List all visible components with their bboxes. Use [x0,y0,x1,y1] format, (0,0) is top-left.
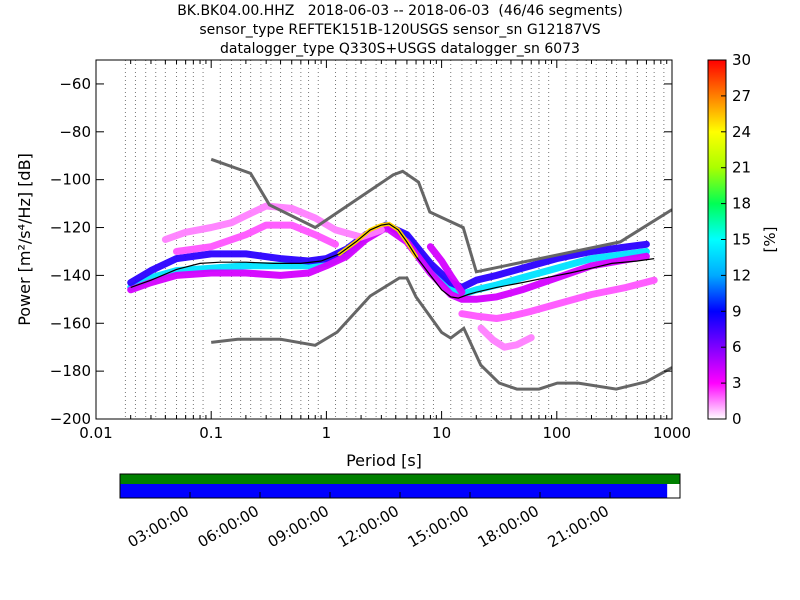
y-axis-label: Power [m²/s⁴/Hz] [dB] [15,153,34,326]
colorbar-tick-label: 18 [732,195,751,213]
colorbar-tick-label: 27 [732,87,751,105]
colorbar-label: [%] [761,227,779,253]
y-tick-label: −140 [50,266,91,284]
colorbar-tick-label: 21 [732,159,751,177]
colorbar-tick-label: 3 [732,374,742,392]
density-band [127,224,650,303]
timeline-tick-label: 09:00:00 [265,502,332,551]
coverage-timeline: 03:00:00 06:00:00 09:00:00 12:00:00 15:00:00… [119,473,681,551]
colorbar-tick-label: 24 [732,123,751,141]
timeline-bar [120,474,680,484]
x-tick-label: 0.1 [199,424,223,442]
x-tick-label: 10 [432,424,451,442]
title-line-3: datalogger_type Q330S+USGS datalogger_sn… [220,41,580,57]
timeline-tick-label: 21:00:00 [545,502,612,551]
x-axis-label: Period [s] [346,451,422,470]
nlnm-line [211,276,672,391]
density-band [477,324,535,351]
timeline-tick-label: 06:00:00 [195,502,262,551]
colorbar-tick-label: 6 [732,338,742,356]
timeline-tick-label: 12:00:00 [335,502,402,551]
y-tick-label: −180 [50,362,91,380]
x-tick-label: 1000 [653,424,691,442]
mode-curve [130,223,655,299]
y-tick-label: −100 [50,171,91,189]
density-band [426,243,466,296]
nhnm-line [210,157,672,274]
y-tick-label: −60 [59,75,91,93]
timeline-tick-label: 03:00:00 [125,502,192,551]
x-tick-label: 1 [322,424,332,442]
noise-models [210,157,672,391]
density-band [127,221,650,291]
colorbar-tick-label: 15 [732,231,751,249]
density-band [173,221,339,255]
density-band [161,202,385,243]
y-tick-label: −120 [50,219,91,237]
title-line-1: BK.BK04.00.HHZ 2018-06-03 -- 2018-06-03 … [177,3,623,19]
colorbar-tick-label: 9 [732,302,742,320]
psd-density [127,202,658,351]
timeline-tick-label: 18:00:00 [475,502,542,551]
density-band [458,276,658,322]
chart-title: BK.BK04.00.HHZ 2018-06-03 -- 2018-06-03 … [0,2,800,59]
x-tick-label: 100 [542,424,571,442]
y-tick-label: −200 [50,410,91,428]
mode-line [130,223,655,299]
colorbar-tick-label: 12 [732,266,751,284]
period-grid [124,60,665,419]
plot-frame [95,59,673,420]
y-tick-label: −80 [59,123,91,141]
colorbar: 0 3 6 9 12 15 18 21 24 27 30 [%] [707,51,779,428]
title-line-2: sensor_type REFTEK151B-120USGS sensor_sn… [199,22,601,38]
y-tick-label: −160 [50,314,91,332]
timeline-tick-label: 15:00:00 [405,502,472,551]
timeline-bar [120,484,668,498]
x-tick-label: 0.01 [79,424,112,442]
colorbar-tick-label: 30 [732,51,751,69]
colorbar-tick-label: 0 [732,410,742,428]
axes: 0.01 0.1 1 10 100 1000 −200 −180 −160 −140 −120 −10… [15,60,691,470]
